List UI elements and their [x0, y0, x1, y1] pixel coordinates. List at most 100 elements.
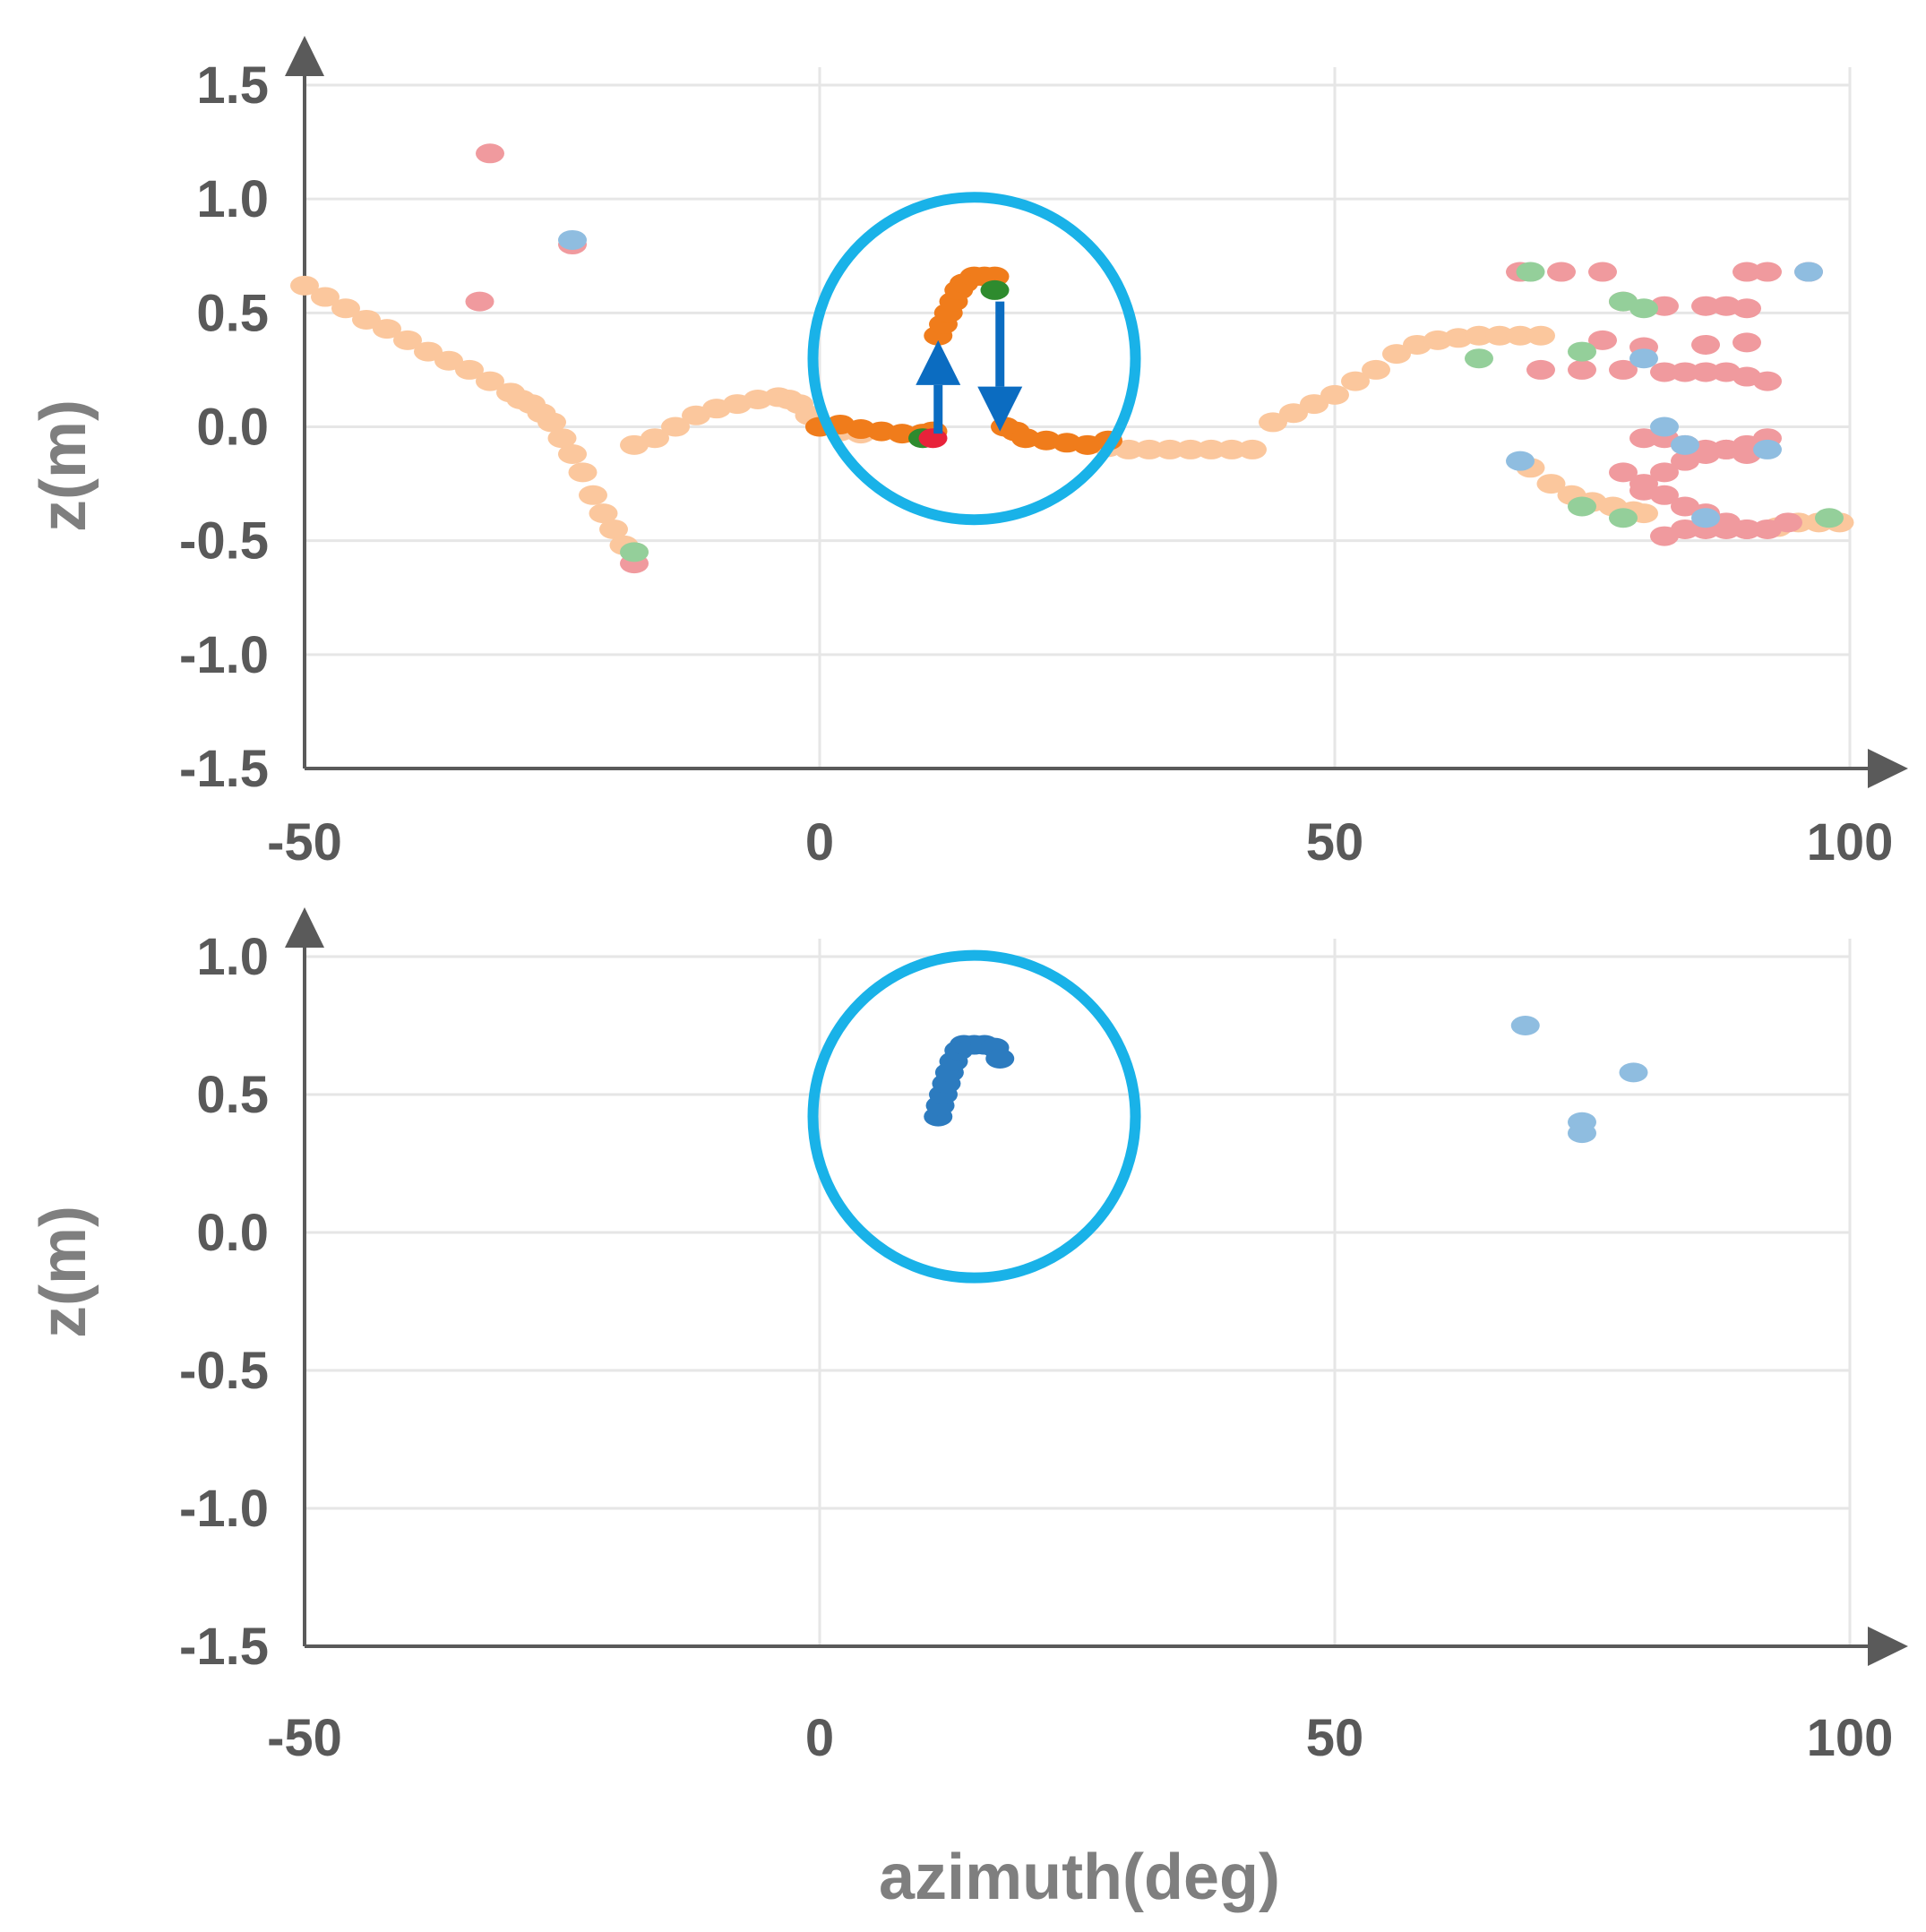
data-point: [290, 275, 319, 296]
down-arrow-icon: [977, 386, 1023, 432]
data-point: [918, 428, 948, 449]
data-point: [1382, 344, 1411, 365]
data-point: [980, 279, 1010, 300]
data-point: [1238, 439, 1267, 459]
x-tick-label: -50: [267, 813, 342, 872]
y-tick-label: 0.5: [196, 1066, 269, 1124]
x-tick-label: 100: [1807, 1709, 1894, 1767]
data-point: [1650, 362, 1679, 382]
data-point: [1691, 296, 1720, 316]
data-point: [1671, 519, 1699, 539]
data-point: [1135, 439, 1164, 459]
data-point: [1753, 439, 1782, 459]
data-point: [352, 309, 381, 330]
y-axis-arrowhead: [285, 36, 324, 76]
data-point: [465, 291, 494, 312]
data-point: [311, 287, 340, 307]
data-point: [1568, 341, 1596, 362]
data-point: [1733, 519, 1761, 539]
data-point: [1362, 359, 1390, 380]
y-axis-title: z(m): [28, 1206, 99, 1338]
data-point: [1300, 394, 1328, 415]
data-point: [1588, 330, 1617, 350]
y-tick-label: 0.5: [196, 284, 269, 342]
top-chart: -50 0 50 100 1.5 1.0 0.5 0.0 -0.5 -1.0 -1.5 z(m): [28, 36, 1908, 872]
data-point: [1650, 485, 1679, 505]
data-point: [980, 266, 1010, 287]
data-point: [1568, 496, 1596, 517]
data-point: [1465, 348, 1493, 369]
data-point: [1774, 512, 1802, 533]
data-point: [661, 416, 690, 437]
bottom-chart: -50 0 50 100 1.0 0.5 0.0 -0.5 -1.0 -1.5 z(m): [28, 907, 1908, 1767]
data-point: [1526, 325, 1555, 346]
data-point: [1156, 439, 1184, 459]
data-point: [1568, 359, 1596, 380]
data-point: [1650, 416, 1679, 437]
data-point: [1465, 325, 1493, 346]
y-tick-label: -1.5: [179, 1618, 269, 1676]
data-point: [1733, 332, 1761, 353]
data-point: [620, 542, 649, 562]
data-point: [1279, 403, 1308, 424]
data-point: [1691, 362, 1720, 382]
data-point: [1815, 508, 1844, 528]
y-tick-label: 1.0: [196, 170, 269, 228]
up-arrow-icon: [916, 339, 961, 385]
data-point: [1733, 298, 1761, 319]
data-point: [1536, 474, 1566, 494]
data-point: [1197, 439, 1225, 459]
data-point: [568, 462, 598, 483]
data-point: [1609, 359, 1638, 380]
data-point: [1516, 262, 1545, 282]
data-point: [1341, 371, 1370, 391]
data-point: [1114, 439, 1143, 459]
y-tick-label: -0.5: [179, 1342, 269, 1400]
data-point: [476, 143, 504, 164]
x-tick-label: 0: [805, 1709, 834, 1767]
data-point: [547, 428, 577, 449]
data-point: [331, 298, 360, 319]
data-point: [985, 1048, 1015, 1069]
data-point: [1619, 1062, 1648, 1083]
data-point: [1259, 412, 1287, 433]
data-point: [1753, 262, 1782, 282]
data-point: [641, 428, 669, 449]
data-point: [1629, 348, 1658, 369]
data-point: [455, 359, 484, 380]
data-point: [1485, 325, 1514, 346]
data-point: [558, 229, 587, 250]
data-point: [1794, 262, 1823, 282]
data-point: [1609, 462, 1638, 483]
data-point: [1609, 508, 1638, 528]
x-axis-arrowhead: [1868, 1627, 1908, 1666]
data-point: [1691, 508, 1720, 528]
data-point: [476, 371, 504, 391]
data-point: [434, 350, 463, 371]
y-tick-label: 1.0: [196, 928, 269, 986]
data-point: [1588, 262, 1617, 282]
data-point: [599, 519, 628, 539]
data-point: [537, 412, 566, 433]
data-point: [1650, 462, 1679, 483]
x-tick-label: 0: [805, 813, 834, 872]
data-point: [1217, 439, 1246, 459]
data-point: [1733, 262, 1761, 282]
data-point: [1629, 298, 1658, 319]
x-axis-arrowhead: [1868, 749, 1908, 788]
data-point: [589, 503, 618, 524]
y-axis-arrowhead: [285, 907, 324, 948]
y-tick-label: 1.5: [196, 56, 269, 115]
series-light_blue: [1510, 1016, 1648, 1144]
y-tick-label: 0.0: [196, 399, 269, 457]
data-point: [1568, 1123, 1596, 1144]
y-tick-label: -1.0: [179, 1480, 269, 1538]
data-point: [1547, 262, 1576, 282]
series-light_blue: [558, 229, 1823, 528]
x-axis-title: azimuth(deg): [879, 1842, 1280, 1913]
data-point: [414, 341, 443, 362]
y-tick-label: -0.5: [179, 512, 269, 571]
series-red: [918, 428, 948, 449]
data-point: [1753, 371, 1782, 391]
